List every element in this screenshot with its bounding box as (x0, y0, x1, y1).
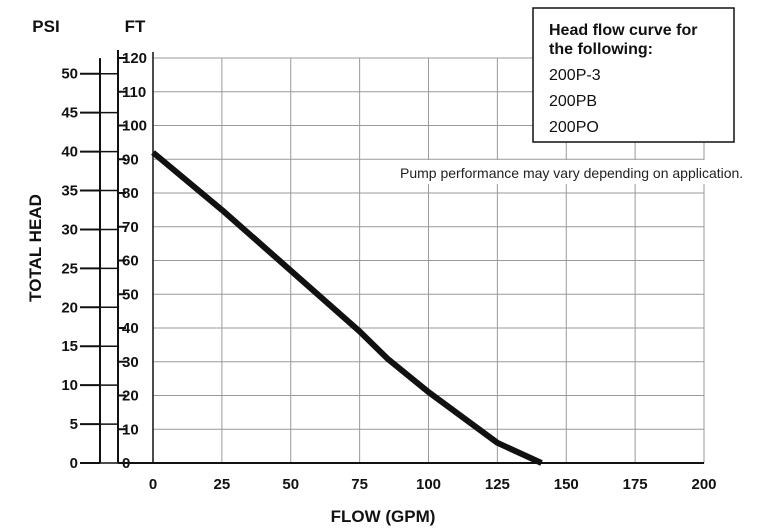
flow-tick-label-25: 25 (214, 476, 231, 493)
ft-tick-label-90: 90 (122, 151, 139, 168)
psi-axis: 0 5 10 15 20 25 30 35 40 45 50 (61, 58, 118, 472)
flow-axis: 0 25 50 75 100 125 150 175 200 (118, 462, 717, 493)
ft-tick-label-100: 100 (122, 118, 147, 135)
ft-tick-label-30: 30 (122, 354, 139, 371)
psi-unit-label: PSI (32, 17, 59, 36)
flow-tick-label-125: 125 (485, 476, 510, 493)
legend-item-200po: 200PO (549, 119, 599, 136)
psi-tick-label-45: 45 (61, 105, 78, 122)
flow-tick-label-50: 50 (282, 476, 299, 493)
performance-note: Pump performance may vary depending on a… (400, 165, 743, 181)
flow-tick-label-175: 175 (623, 476, 648, 493)
psi-tick-label-30: 30 (61, 221, 78, 238)
series-line-head-flow-curve (151, 150, 543, 466)
legend-title-line-1: Head flow curve for (549, 22, 697, 39)
psi-tick-label-15: 15 (61, 338, 78, 355)
psi-tick-label-10: 10 (61, 377, 78, 394)
ft-tick-label-120: 120 (122, 50, 147, 67)
psi-tick-label-25: 25 (61, 260, 78, 277)
ft-tick-label-70: 70 (122, 219, 139, 236)
series-group (151, 150, 543, 466)
ft-tick-label-20: 20 (122, 388, 139, 405)
flow-tick-label-100: 100 (416, 476, 441, 493)
legend-item-200p-3: 200P-3 (549, 67, 601, 84)
y-axis-title: TOTAL HEAD (26, 194, 45, 302)
legend-title-line-2: the following: (549, 41, 653, 58)
legend-frame (532, 7, 735, 143)
ft-unit-label: FT (125, 17, 146, 36)
flow-tick-label-0: 0 (149, 476, 157, 493)
flow-tick-label-150: 150 (554, 476, 579, 493)
flow-tick-label-75: 75 (351, 476, 368, 493)
flow-tick-label-200: 200 (691, 476, 716, 493)
annotation-background (397, 160, 767, 184)
legend-box: Head flow curve for the following: 200P-… (532, 7, 735, 143)
psi-tick-label-5: 5 (70, 416, 78, 433)
psi-tick-label-0: 0 (70, 455, 78, 472)
ft-tick-label-40: 40 (122, 320, 139, 337)
ft-tick-label-50: 50 (122, 286, 139, 303)
grid-lines (152, 52, 705, 463)
ft-tick-label-110: 110 (122, 84, 146, 101)
ft-tick-label-60: 60 (122, 253, 139, 270)
psi-tick-label-40: 40 (61, 144, 78, 161)
x-axis-title: FLOW (GPM) (331, 507, 436, 526)
psi-tick-label-50: 50 (61, 66, 78, 83)
psi-tick-label-20: 20 (61, 299, 78, 316)
ft-tick-label-80: 80 (122, 185, 139, 202)
psi-tick-label-35: 35 (61, 183, 78, 200)
legend-item-200pb: 200PB (549, 93, 597, 110)
ft-tick-label-10: 10 (122, 421, 139, 438)
